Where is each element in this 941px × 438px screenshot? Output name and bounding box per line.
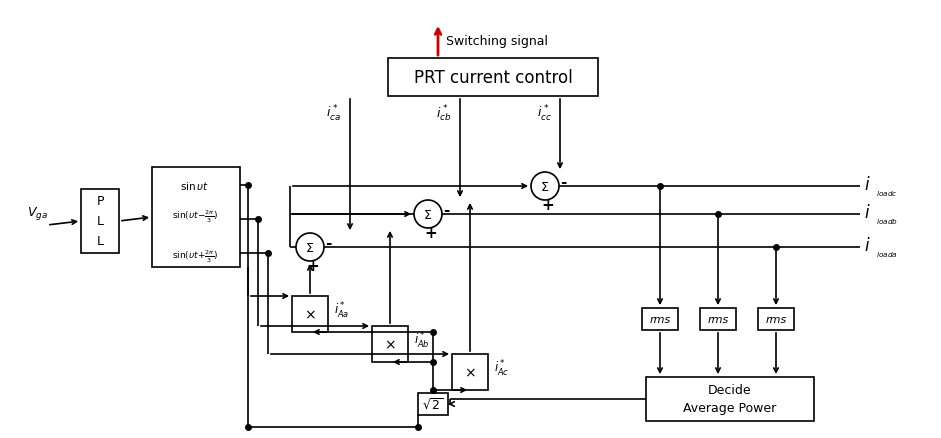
Text: -: -: [325, 236, 331, 251]
Text: $_{loadc}$: $_{loadc}$: [876, 189, 898, 198]
Text: $_{loada}$: $_{loada}$: [876, 249, 898, 259]
Text: $i^*_{Ab}$: $i^*_{Ab}$: [414, 330, 430, 350]
Text: -: -: [443, 203, 449, 218]
Bar: [292, 297, 328, 332]
Text: rms: rms: [708, 314, 728, 324]
Text: +: +: [307, 259, 319, 274]
Text: $\times$: $\times$: [304, 307, 316, 321]
Text: P: P: [96, 195, 104, 208]
Text: $\times$: $\times$: [384, 337, 396, 351]
Text: PRT current control: PRT current control: [414, 69, 572, 87]
Text: $i$: $i$: [864, 237, 870, 254]
Text: $V_{ga}$: $V_{ga}$: [26, 205, 47, 222]
Text: $\sin(\upsilon t{+}\frac{2\pi}{3})$: $\sin(\upsilon t{+}\frac{2\pi}{3})$: [172, 248, 218, 265]
Bar: [700, 308, 736, 330]
Bar: [81, 190, 119, 254]
Text: Average Power: Average Power: [683, 402, 776, 414]
Bar: [452, 354, 488, 390]
Text: +: +: [542, 198, 554, 213]
Text: $\times$: $\times$: [464, 365, 476, 379]
Text: $i^*_{cc}$: $i^*_{cc}$: [536, 104, 551, 124]
Text: $\Sigma$: $\Sigma$: [306, 242, 314, 255]
Text: $i$: $i$: [864, 176, 870, 194]
Bar: [758, 308, 794, 330]
Bar: [152, 168, 240, 267]
Text: L: L: [97, 235, 104, 248]
Text: rms: rms: [765, 314, 787, 324]
Text: $i$: $i$: [864, 204, 870, 222]
Text: $\sin(\upsilon t{-}\frac{2\pi}{3})$: $\sin(\upsilon t{-}\frac{2\pi}{3})$: [172, 208, 218, 225]
Bar: [372, 326, 408, 362]
Text: $i^*_{Ac}$: $i^*_{Ac}$: [494, 358, 509, 378]
Text: $\Sigma$: $\Sigma$: [423, 209, 433, 222]
Text: +: +: [424, 226, 438, 241]
Text: $\sin\upsilon t$: $\sin\upsilon t$: [180, 180, 209, 191]
Text: $i^*_{ca}$: $i^*_{ca}$: [327, 104, 342, 124]
Text: -: -: [560, 175, 566, 190]
Text: L: L: [97, 215, 104, 228]
Text: rms: rms: [649, 314, 671, 324]
Bar: [418, 393, 448, 415]
Text: $_{loadb}$: $_{loadb}$: [876, 216, 898, 226]
Text: $i^*_{cb}$: $i^*_{cb}$: [437, 104, 452, 124]
Text: Switching signal: Switching signal: [446, 35, 548, 47]
Bar: [388, 59, 598, 97]
Text: Decide: Decide: [709, 384, 752, 396]
Text: $\Sigma$: $\Sigma$: [540, 181, 550, 194]
Bar: [642, 308, 678, 330]
Text: $i^*_{Aa}$: $i^*_{Aa}$: [334, 300, 349, 320]
Text: $\sqrt{2}$: $\sqrt{2}$: [423, 396, 443, 412]
Bar: [646, 377, 814, 421]
